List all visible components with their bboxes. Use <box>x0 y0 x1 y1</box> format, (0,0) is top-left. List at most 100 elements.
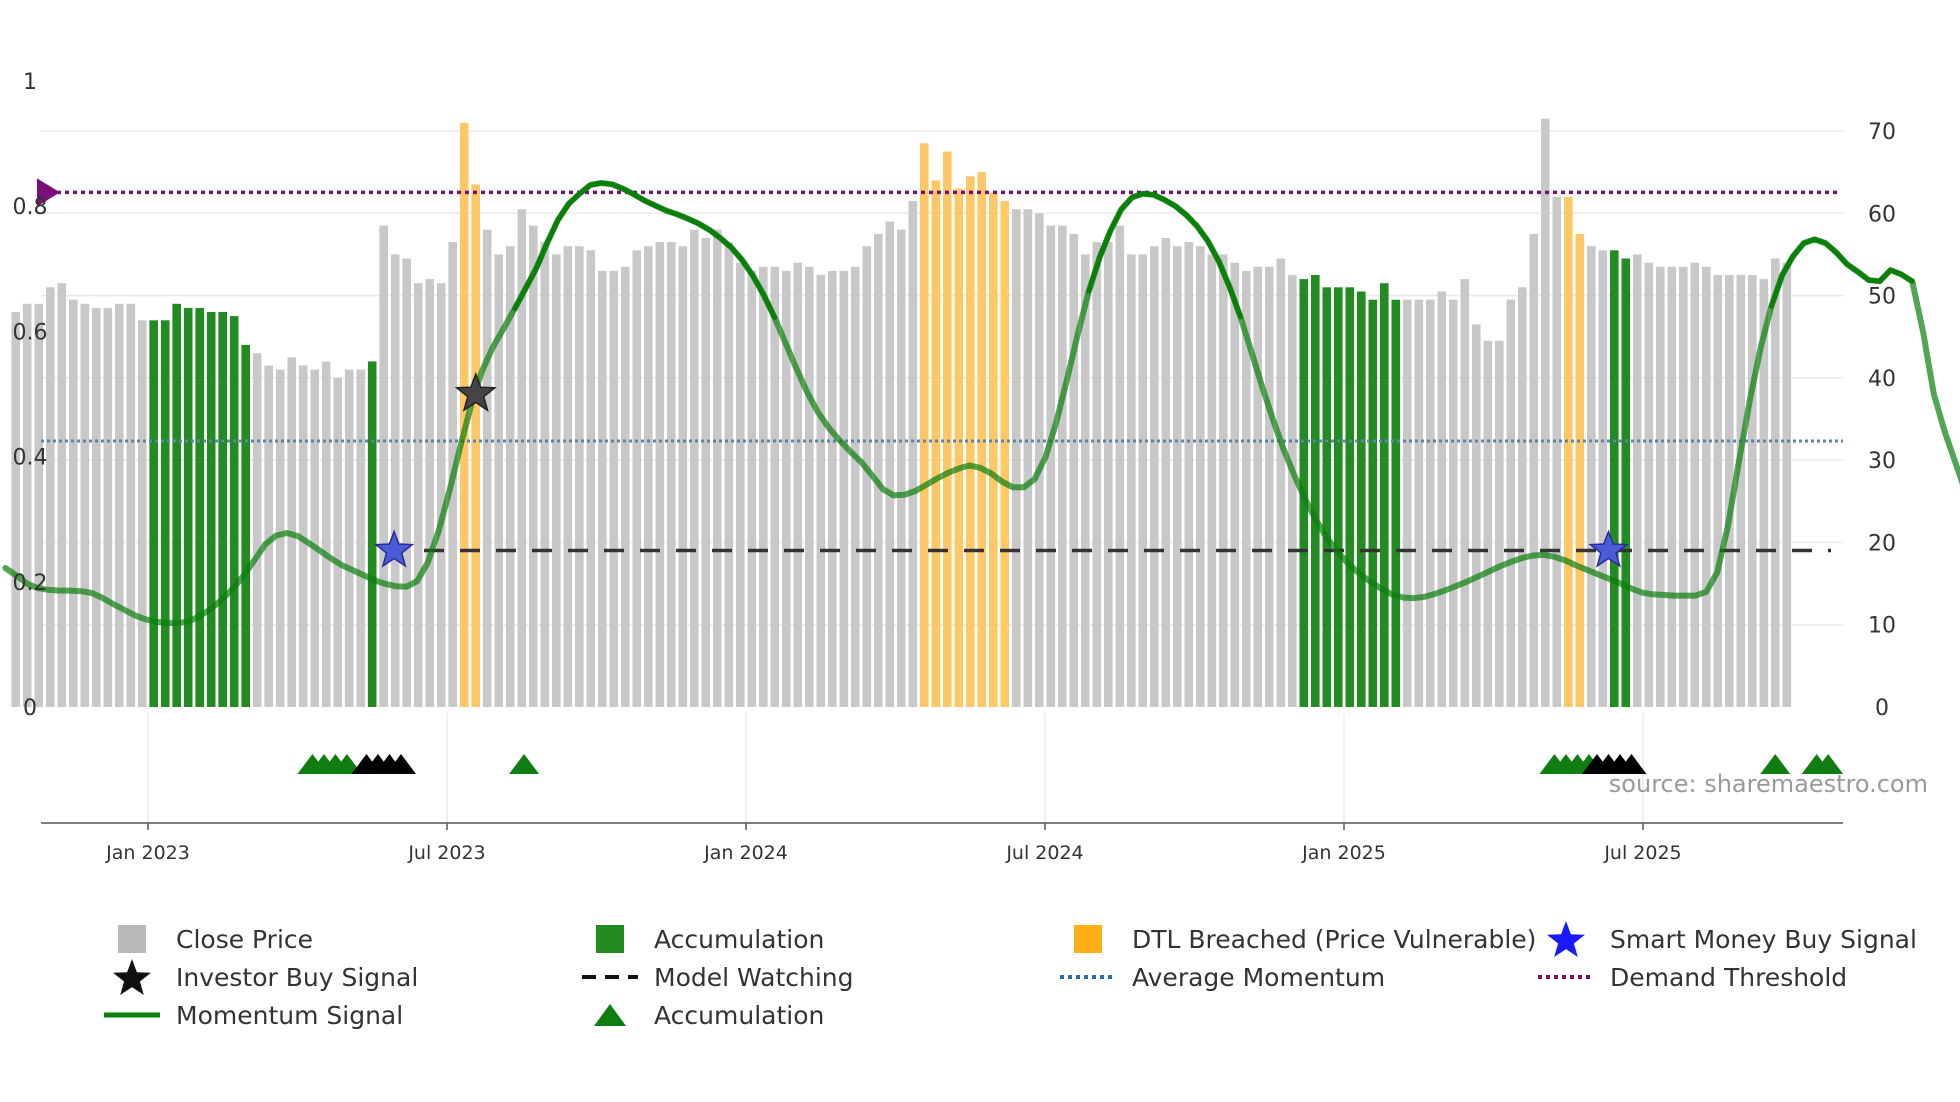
accumulation-triangle <box>331 754 362 774</box>
legend-close-price[interactable]: Close Price <box>100 922 313 956</box>
close-price-bar <box>621 266 630 707</box>
accumulation-bar <box>1357 291 1366 707</box>
close-price-bar <box>851 266 860 707</box>
dtl-breached-bar <box>1000 200 1010 707</box>
close-price-bar <box>1207 254 1217 707</box>
legend-label: Smart Money Buy Signal <box>1610 924 1917 954</box>
right-tick-label: 0 <box>1875 696 1889 721</box>
close-price-bar <box>1713 275 1723 707</box>
close-price-bar <box>517 209 527 707</box>
close-price-bar <box>793 262 803 707</box>
legend-label: Momentum Signal <box>176 1000 404 1030</box>
close-price-bar <box>736 262 745 707</box>
close-price-bar <box>1667 266 1677 707</box>
right-tick-label: 10 <box>1868 614 1896 639</box>
close-price-bar <box>1150 246 1159 707</box>
close-price-bar <box>782 270 791 707</box>
close-price-bar <box>1426 299 1435 707</box>
accumulation-bar <box>1311 275 1320 707</box>
close-price-bar <box>713 229 722 707</box>
left-tick-label: 0 <box>23 696 37 721</box>
legend-model-watching[interactable]: Model Watching <box>578 960 854 994</box>
accumulation-bar <box>241 344 250 707</box>
close-price-bar <box>333 377 342 707</box>
close-price-bar <box>552 254 561 707</box>
legend-label: Accumulation <box>654 924 825 954</box>
source-note: source: sharemaestro.com <box>1609 770 1928 798</box>
close-price-bar <box>540 242 550 707</box>
legend-accumulation-bar[interactable]: Accumulation <box>578 922 824 956</box>
close-price-bar <box>690 229 699 707</box>
legend-label: Close Price <box>176 924 314 954</box>
legend-accumulation-marker[interactable]: Accumulation <box>578 998 824 1032</box>
close-price-bar <box>747 270 757 707</box>
close-price-bar <box>805 266 814 707</box>
close-price-bar <box>632 250 642 708</box>
accumulation-triangle-dark <box>386 754 416 774</box>
accumulation-bar <box>1380 283 1389 707</box>
dtl-breached-bar <box>989 192 998 707</box>
right-tick-label: 60 <box>1868 202 1896 227</box>
close-price-bar <box>1437 291 1447 707</box>
dtl-breached-bar <box>943 151 952 708</box>
close-price-bar <box>1023 209 1033 707</box>
close-price-bar <box>1748 275 1757 707</box>
close-price-bar <box>1736 275 1746 707</box>
left-tick-label: 1 <box>23 70 37 95</box>
legend-demand-threshold[interactable]: Demand Threshold <box>1534 960 1847 994</box>
legend-momentum-signal[interactable]: Momentum Signal <box>100 998 403 1032</box>
line-layer <box>2 178 1960 627</box>
legend-dotted-line-icon <box>1056 960 1120 994</box>
dtl-breached-bar <box>459 122 469 708</box>
close-price-bar <box>1449 299 1458 707</box>
legend-smart-money[interactable]: Smart Money Buy Signal <box>1534 921 1917 957</box>
right-tick-label: 50 <box>1868 285 1896 310</box>
close-price-bar <box>1230 262 1240 707</box>
x-tick-label: Jan 2024 <box>703 842 788 864</box>
legend-dtl-breached[interactable]: DTL Breached (Price Vulnerable) <box>1056 922 1536 956</box>
dtl-breached-bar <box>920 143 929 708</box>
close-price-bar <box>1046 225 1056 707</box>
legend-label: Average Momentum <box>1132 962 1386 992</box>
close-price-bar <box>678 246 688 707</box>
legend-purple-dotted-line-icon <box>1534 960 1598 994</box>
dtl-breached-bar <box>471 184 480 707</box>
dtl-breached-bar <box>977 172 987 708</box>
accumulation-triangle <box>509 754 540 774</box>
legend-label: Demand Threshold <box>1610 962 1848 992</box>
close-price-bar <box>1656 266 1665 707</box>
close-price-bar <box>436 283 446 707</box>
accumulation-bar <box>367 361 377 707</box>
accumulation-bar <box>1345 287 1355 707</box>
close-price-bar <box>874 233 883 707</box>
legend-investor-buy[interactable]: Investor Buy Signal <box>100 959 418 995</box>
close-price-bar <box>655 242 665 707</box>
close-price-bar <box>310 369 319 707</box>
close-price-bar <box>344 369 354 707</box>
close-price-bar <box>1506 299 1516 707</box>
close-price-bar <box>1529 233 1539 707</box>
momentum-signal-line <box>2 180 1960 627</box>
close-price-bar <box>1702 266 1711 707</box>
legend-grey-square-icon <box>100 922 164 956</box>
dtl-breached-bar <box>1575 233 1585 707</box>
legend-green-line-icon <box>100 998 164 1032</box>
close-price-bar <box>759 266 768 707</box>
momentum-signal-strong-segment <box>512 180 778 321</box>
close-price-bar <box>505 246 515 707</box>
close-price-bar <box>1518 287 1527 707</box>
smart-money-star <box>373 529 415 568</box>
close-price-bar <box>264 365 273 707</box>
close-price-bar <box>69 299 78 707</box>
close-price-bar <box>92 307 101 707</box>
close-price-bar <box>57 283 67 707</box>
marker-layer <box>373 371 1629 568</box>
legend-green-square-icon <box>578 922 642 956</box>
legend-average-momentum[interactable]: Average Momentum <box>1056 960 1385 994</box>
momentum-signal-strong-segment <box>1086 191 1243 320</box>
right-tick-label: 30 <box>1868 449 1896 474</box>
x-tick-label: Jan 2025 <box>1301 842 1386 864</box>
close-price-bar <box>379 225 388 707</box>
close-price-bar <box>586 250 596 708</box>
close-price-bar <box>1633 254 1642 707</box>
